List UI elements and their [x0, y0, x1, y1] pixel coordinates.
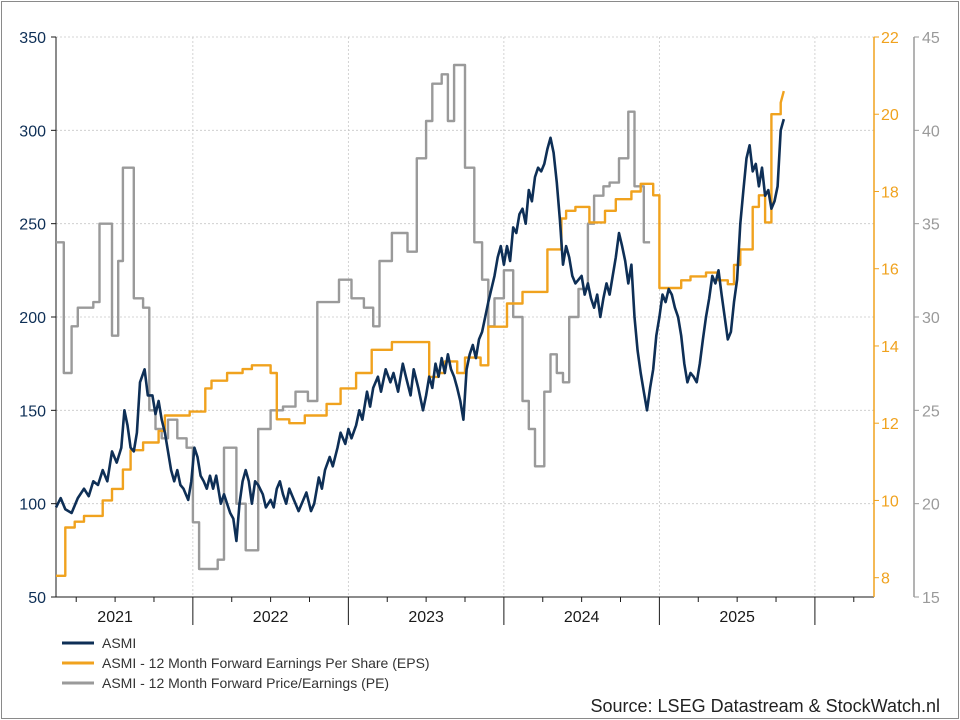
pe-tick-label: 15 — [922, 590, 940, 607]
pe-tick-label: 35 — [922, 217, 940, 234]
source-note: Source: LSEG Datastream & StockWatch.nl — [591, 696, 940, 716]
x-tick-label: 2022 — [253, 609, 289, 626]
x-tick-label: 2021 — [97, 609, 133, 626]
left-axis-ticks: 50 100 150 200 250 300 350 — [19, 30, 56, 607]
legend: ASMI ASMI - 12 Month Forward Earnings Per… — [62, 635, 430, 691]
left-tick-label: 50 — [28, 590, 46, 607]
left-tick-label: 250 — [19, 217, 46, 234]
x-tick-label: 2024 — [564, 609, 600, 626]
pe-tick-label: 45 — [922, 30, 940, 47]
eps-axis-ticks: 8 10 12 14 16 18 20 22 — [874, 30, 899, 588]
series-line-asmi — [54, 118, 786, 543]
pe-axis-ticks: 15 20 25 30 35 40 45 — [914, 30, 940, 607]
eps-tick-label: 22 — [881, 30, 899, 47]
pe-tick-label: 30 — [922, 310, 940, 327]
eps-tick-label: 20 — [881, 107, 899, 124]
series-line-pe — [56, 63, 651, 571]
x-tick-label: 2023 — [408, 609, 444, 626]
eps-tick-label: 8 — [881, 571, 890, 588]
legend-label-asmi: ASMI — [102, 635, 136, 651]
left-tick-label: 300 — [19, 123, 46, 140]
pe-tick-label: 25 — [922, 403, 940, 420]
left-tick-label: 150 — [19, 403, 46, 420]
eps-tick-label: 14 — [881, 339, 899, 356]
eps-tick-label: 18 — [881, 184, 899, 201]
left-tick-label: 100 — [19, 497, 46, 514]
x-tick-label: 2025 — [719, 609, 755, 626]
eps-tick-label: 16 — [881, 262, 899, 279]
eps-tick-label: 12 — [881, 416, 899, 433]
x-axis-ticks: 2021 2022 2023 2024 2025 — [75, 597, 855, 626]
pe-tick-label: 40 — [922, 123, 940, 140]
pe-tick-label: 20 — [922, 497, 940, 514]
left-tick-label: 200 — [19, 310, 46, 327]
series-line-eps — [56, 90, 785, 577]
left-tick-label: 350 — [19, 30, 46, 47]
legend-label-pe: ASMI - 12 Month Forward Price/Earnings (… — [102, 675, 389, 691]
legend-label-eps: ASMI - 12 Month Forward Earnings Per Sha… — [102, 655, 430, 671]
series-lines — [54, 63, 786, 577]
eps-tick-label: 10 — [881, 493, 899, 510]
